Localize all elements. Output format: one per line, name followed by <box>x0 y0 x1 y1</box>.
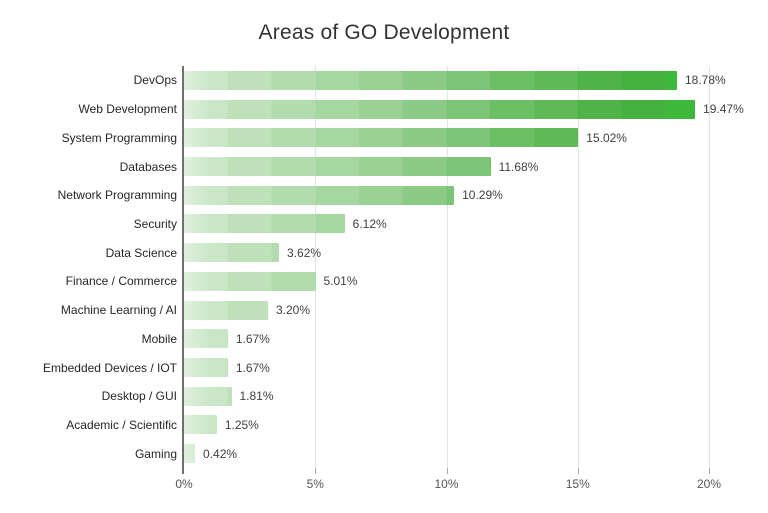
bar-row: 1.67% <box>184 324 768 353</box>
bar <box>184 214 345 234</box>
bar-row: 19.47% <box>184 95 768 124</box>
category-label: Network Programming <box>57 188 177 203</box>
bar <box>184 157 491 177</box>
bar-row: 10.29% <box>184 181 768 210</box>
bar <box>184 99 696 119</box>
category-label: DevOps <box>133 73 177 88</box>
bar <box>184 128 579 148</box>
bar-row: 3.62% <box>184 238 768 267</box>
bar-row: 3.20% <box>184 296 768 325</box>
x-tick-mark <box>577 468 579 474</box>
x-tick-label: 10% <box>434 477 459 491</box>
x-tick-mark <box>446 468 448 474</box>
x-tick-label: 5% <box>306 477 324 491</box>
value-label: 5.01% <box>323 274 358 289</box>
value-label: 11.68% <box>498 159 539 174</box>
value-label: 0.42% <box>203 446 238 461</box>
value-label: 1.25% <box>224 417 259 432</box>
category-label: Gaming <box>134 446 177 461</box>
bar-row: 18.78% <box>184 66 768 95</box>
value-label: 15.02% <box>586 130 627 145</box>
value-label: 1.67% <box>235 360 270 375</box>
category-label: Data Science <box>105 245 177 260</box>
bar <box>184 271 316 291</box>
x-tick-label: 0% <box>175 477 193 491</box>
category-label: System Programming <box>61 130 177 145</box>
bar-row: 11.68% <box>184 152 768 181</box>
value-label: 3.20% <box>276 303 311 318</box>
x-tick-label: 20% <box>696 477 722 491</box>
category-label: Desktop / GUI <box>101 389 177 404</box>
bar <box>184 70 677 90</box>
bar <box>184 185 455 205</box>
category-labels-column: DevOps Web Development System Programming D… <box>0 66 177 468</box>
x-tick-mark <box>315 468 317 474</box>
value-label: 10.29% <box>462 188 503 203</box>
value-label: 1.67% <box>235 331 270 346</box>
plot-area: 18.78% 19.47% 15.02% 11.68% 10.29% 6.12% 3.62%… <box>182 66 768 474</box>
gridline <box>709 66 710 468</box>
bar-row: 0.42% <box>184 439 768 468</box>
x-axis: 0% 5% 10% 15% 20% <box>175 468 768 508</box>
x-tick-mark <box>709 468 710 474</box>
category-label: Academic / Scientific <box>66 417 177 432</box>
gridline <box>315 66 317 468</box>
value-label: 18.78% <box>684 73 726 88</box>
bar-rows: 18.78% 19.47% 15.02% 11.68% 10.29% 6.12% 3.62%… <box>184 66 768 468</box>
value-label: 19.47% <box>703 102 744 117</box>
bar <box>184 386 232 406</box>
category-label: Mobile <box>141 331 177 346</box>
value-label: 6.12% <box>352 216 387 231</box>
bar <box>184 243 280 263</box>
gridline <box>446 66 448 468</box>
bar <box>184 444 196 464</box>
y-axis-line <box>182 66 184 474</box>
bar <box>184 300 268 320</box>
category-label: Security <box>133 216 177 231</box>
gridline <box>577 66 579 468</box>
bar <box>184 358 228 378</box>
category-label: Machine Learning / AI <box>60 303 177 318</box>
bar-row: 1.67% <box>184 353 768 382</box>
bar-row: 6.12% <box>184 210 768 239</box>
category-label: Web Development <box>78 102 178 117</box>
bar <box>184 415 217 435</box>
value-label: 3.62% <box>287 245 322 260</box>
category-label: Embedded Devices / IOT <box>42 360 177 375</box>
x-tick-label: 15% <box>565 477 590 491</box>
x-tick-mark <box>182 468 184 474</box>
bar-row: 1.25% <box>184 411 768 440</box>
bar-row: 5.01% <box>184 267 768 296</box>
chart-title: Areas of GO Development <box>258 21 510 44</box>
category-label: Databases <box>119 159 177 174</box>
value-label: 1.81% <box>239 389 274 404</box>
bar-row: 15.02% <box>184 123 768 152</box>
category-label: Finance / Commerce <box>65 274 177 289</box>
bar-row: 1.81% <box>184 382 768 411</box>
bar <box>184 329 228 349</box>
